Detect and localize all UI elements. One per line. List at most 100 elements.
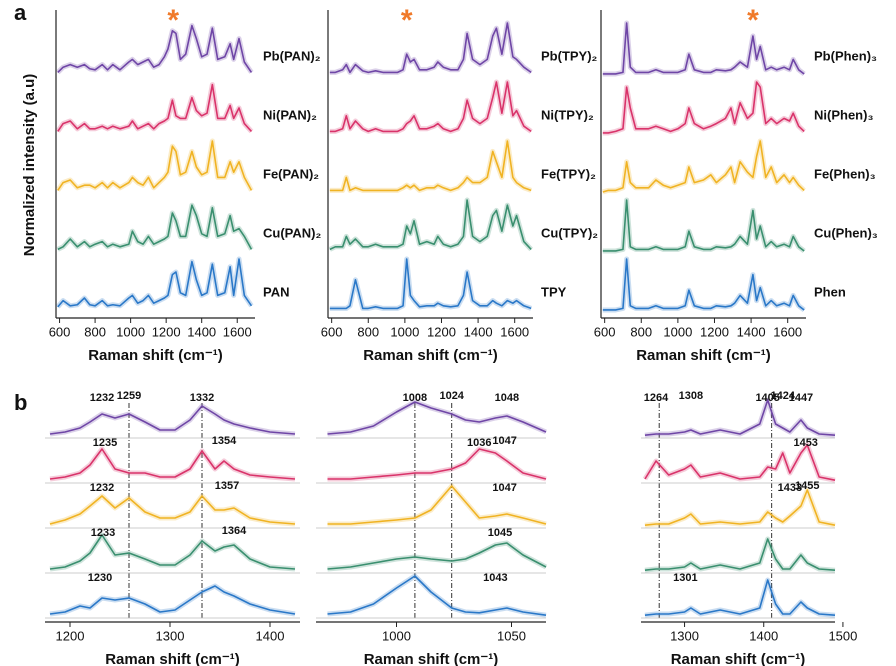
spectrum	[329, 199, 532, 251]
peak-label: 1357	[215, 480, 239, 492]
x-tick-label: 1600	[773, 324, 802, 339]
x-tick-label: 600	[321, 324, 343, 339]
series-label: Ni(PAN)₂	[263, 107, 317, 122]
x-tick-label: 800	[357, 324, 379, 339]
x-tick-label: 1000	[390, 324, 419, 339]
spectrum	[57, 140, 253, 191]
series-label: TPY	[541, 284, 567, 299]
spectrum	[329, 258, 532, 310]
peak-label: 1308	[679, 390, 703, 402]
spectrum-halo	[642, 442, 836, 483]
peak-label: 1447	[789, 392, 813, 404]
series-label: Pb(TPY)₂	[541, 48, 598, 63]
x-axis-label: Raman shift (cm⁻¹)	[671, 651, 806, 666]
spectrum	[327, 575, 547, 616]
spectrum-halo	[56, 23, 254, 75]
spectrum	[602, 22, 805, 75]
spectrum	[327, 485, 547, 525]
x-tick-label: 1600	[223, 324, 252, 339]
spectrum	[49, 585, 296, 615]
spectrum	[327, 448, 547, 480]
peak-label: 1433	[778, 482, 802, 494]
x-tick-label: 1400	[737, 324, 766, 339]
spectrum	[327, 401, 547, 435]
spectrum-halo	[327, 446, 547, 482]
peak-label: 1045	[488, 527, 512, 539]
spectrum	[329, 81, 532, 133]
series-label: Fe(Phen)₃	[814, 166, 876, 181]
spectrum	[57, 258, 253, 308]
peak-label: 1301	[673, 572, 697, 584]
x-tick-label: 1200	[152, 324, 181, 339]
spectrum	[49, 405, 296, 435]
x-tick-label: 1000	[663, 324, 692, 339]
peak-label: 1405	[755, 392, 779, 404]
x-tick-label: 1050	[497, 628, 526, 643]
x-tick-label: 1200	[700, 324, 729, 339]
series-label: Ni(Phen)₃	[814, 107, 873, 122]
series-label: Fe(TPY)₂	[541, 166, 596, 181]
series-label: Pb(PAN)₂	[263, 48, 321, 63]
x-tick-label: 1300	[670, 628, 699, 643]
peak-label: 1264	[644, 392, 669, 404]
panel-label: b	[14, 390, 27, 415]
annotation: *	[167, 4, 179, 37]
peak-label: 1047	[492, 482, 516, 494]
x-tick-label: 1200	[427, 324, 456, 339]
series-label: Cu(PAN)₂	[263, 225, 321, 240]
x-axis-label: Raman shift (cm⁻¹)	[364, 651, 499, 666]
x-tick-label: 1300	[156, 628, 185, 643]
peak-label: 1036	[467, 437, 491, 449]
spectrum	[49, 448, 296, 480]
peak-label: 1364	[222, 525, 247, 537]
peak-label: 1354	[212, 435, 237, 447]
x-tick-label: 600	[49, 324, 71, 339]
peak-label: 1259	[117, 390, 141, 402]
series-label: Ni(TPY)₂	[541, 107, 594, 122]
spectrum	[602, 258, 805, 311]
spectrum	[49, 534, 296, 570]
spectrum-halo	[49, 532, 296, 572]
series-label: Cu(TPY)₂	[541, 225, 598, 240]
x-tick-label: 800	[84, 324, 106, 339]
x-tick-label: 1400	[464, 324, 493, 339]
x-tick-label: 1400	[749, 628, 778, 643]
x-axis-label: Raman shift (cm⁻¹)	[105, 651, 240, 666]
spectrum	[49, 495, 296, 525]
panel-label: a	[14, 0, 27, 25]
spectrum-halo	[602, 20, 806, 77]
spectrum-halo	[602, 79, 806, 136]
spectrum	[602, 199, 805, 252]
spectrum	[644, 579, 836, 616]
x-tick-label: 1200	[56, 628, 85, 643]
spectrum-halo	[49, 446, 296, 482]
spectrum	[644, 489, 836, 526]
spectrum	[644, 399, 836, 436]
peak-label: 1047	[492, 435, 516, 447]
spectrum	[602, 140, 805, 193]
peak-label: 1232	[90, 482, 114, 494]
series-label: Phen	[814, 284, 846, 299]
peak-label: 1024	[439, 390, 464, 402]
series-label: PAN	[263, 284, 289, 299]
x-axis-label: Raman shift (cm⁻¹)	[88, 347, 223, 364]
spectrum	[644, 444, 836, 481]
peak-label: 1048	[495, 392, 519, 404]
x-tick-label: 1500	[828, 628, 857, 643]
spectrum	[57, 24, 253, 73]
spectrum-halo	[644, 397, 836, 438]
peak-label: 1455	[795, 480, 819, 492]
peak-label: 1424	[770, 390, 795, 402]
x-tick-label: 1000	[116, 324, 145, 339]
peak-label: 1453	[793, 437, 817, 449]
x-axis-label: Raman shift (cm⁻¹)	[636, 347, 771, 364]
spectrum-halo	[644, 536, 836, 573]
x-tick-label: 600	[594, 324, 616, 339]
x-tick-label: 1600	[500, 324, 529, 339]
spectrum	[327, 542, 547, 570]
peak-label: 1043	[483, 572, 507, 584]
x-tick-label: 1000	[382, 628, 411, 643]
peak-label: 1232	[90, 392, 114, 404]
spectrum	[644, 538, 836, 571]
spectrum-halo	[55, 138, 254, 192]
